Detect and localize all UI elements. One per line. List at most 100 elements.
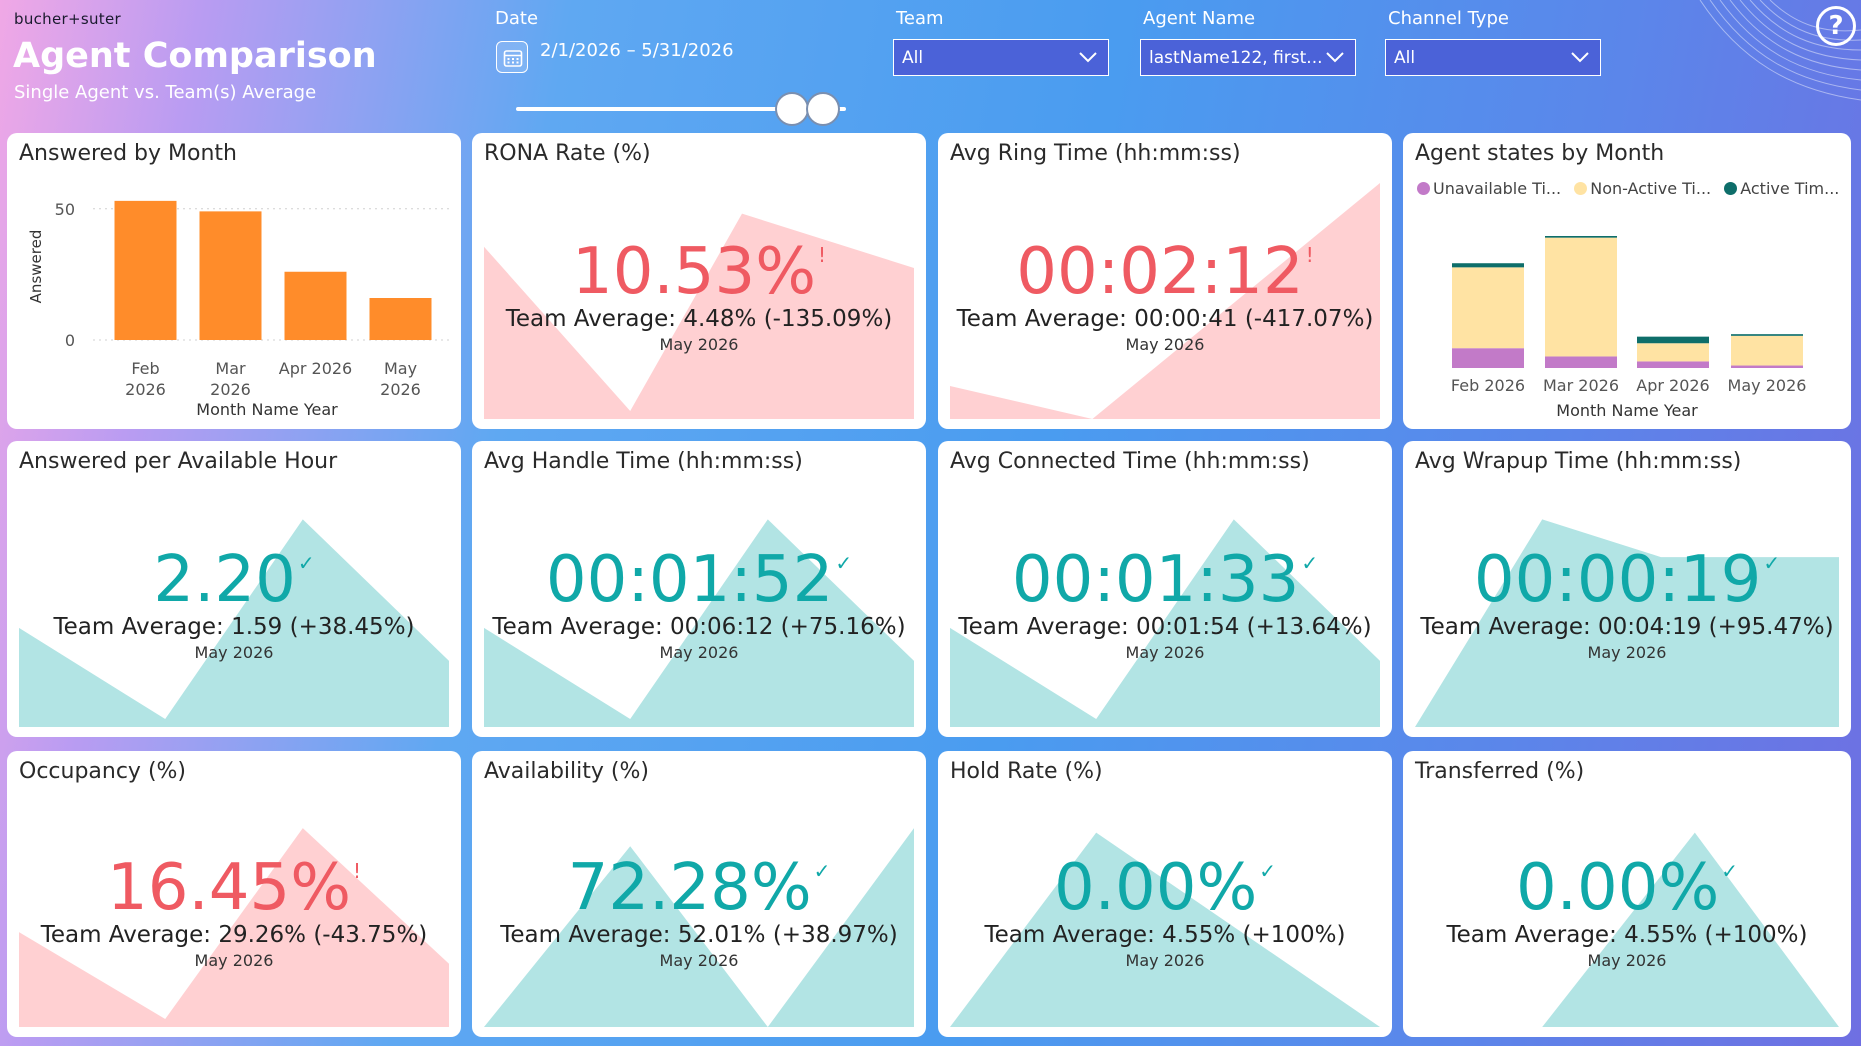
checkmark-icon: ✓ bbox=[1301, 551, 1319, 575]
warning-icon: ! bbox=[818, 243, 827, 267]
trend-area-segment bbox=[484, 519, 914, 727]
kpi-card-avg-ring-time: Avg Ring Time (hh:mm:ss) 00:02:12! Team … bbox=[938, 133, 1392, 429]
date-slider-track[interactable] bbox=[516, 107, 846, 111]
stacked-bar-segment[interactable] bbox=[1731, 335, 1803, 366]
kpi-card-rona-rate: RONA Rate (%) 10.53%! Team Average: 4.48… bbox=[472, 133, 926, 429]
legend-dot bbox=[1574, 182, 1588, 195]
team-filter-label: Team bbox=[896, 8, 944, 29]
y-tick-label: 0 bbox=[65, 331, 75, 350]
stacked-bar-segment[interactable] bbox=[1545, 236, 1617, 238]
help-icon[interactable]: ? bbox=[1816, 6, 1856, 46]
card-title: Agent states by Month bbox=[1415, 141, 1665, 166]
bar[interactable] bbox=[114, 200, 177, 340]
stacked-bar-segment[interactable] bbox=[1731, 334, 1803, 336]
warning-icon: ! bbox=[353, 859, 362, 883]
team-dropdown[interactable]: All bbox=[893, 39, 1109, 76]
calendar-icon[interactable] bbox=[496, 41, 528, 73]
channel-dropdown[interactable]: All bbox=[1385, 39, 1601, 76]
trend-area bbox=[19, 519, 449, 727]
trend-area bbox=[1415, 519, 1839, 727]
trend-area-segment bbox=[950, 385, 1093, 419]
stacked-bar-segment[interactable] bbox=[1637, 336, 1709, 344]
kpi-value-text: 0.00% bbox=[1515, 851, 1720, 925]
kpi-card-availability: Availability (%) 72.28% ✓ Team Average: 5… bbox=[472, 751, 926, 1037]
x-axis-label: Month Name Year bbox=[196, 400, 338, 419]
stacked-bar-segment[interactable] bbox=[1637, 343, 1709, 362]
period-label: May 2026 bbox=[659, 335, 739, 354]
date-range-value[interactable]: 2/1/2026 – 5/31/2026 bbox=[540, 40, 734, 61]
chevron-down-icon bbox=[1571, 52, 1589, 63]
chevron-down-icon bbox=[1079, 52, 1097, 63]
kpi-value: 00:01:33 ✓ bbox=[938, 543, 1392, 617]
kpi-value-text: 00:01:33 bbox=[1011, 543, 1300, 617]
stacked-bar-segment[interactable] bbox=[1731, 365, 1803, 368]
team-average: Team Average: 00:06:12 (+75.16%) bbox=[492, 614, 906, 640]
kpi-card-avg-wrapup-time: Avg Wrapup Time (hh:mm:ss) 00:00:19 ✓ Tea… bbox=[1403, 441, 1851, 737]
x-tick-label: 2026 bbox=[125, 380, 166, 399]
date-slider-start-handle[interactable] bbox=[775, 92, 809, 126]
stacked-bar-segment[interactable] bbox=[1452, 267, 1524, 349]
kpi-value-text: 00:00:19 bbox=[1473, 543, 1762, 617]
x-tick-label: 2026 bbox=[380, 380, 421, 399]
agent-dropdown-value: lastName122, first... bbox=[1149, 48, 1323, 68]
kpi-card-hold-rate: Hold Rate (%) 0.00% ✓ Team Average: 4.55%… bbox=[938, 751, 1392, 1037]
chevron-down-icon bbox=[1326, 52, 1344, 63]
card-title: Avg Ring Time (hh:mm:ss) bbox=[950, 141, 1241, 166]
bar[interactable] bbox=[369, 298, 432, 340]
card-title: Occupancy (%) bbox=[19, 759, 187, 784]
period-label: May 2026 bbox=[1587, 951, 1667, 970]
channel-filter-label: Channel Type bbox=[1388, 8, 1509, 29]
date-slider-end-handle[interactable] bbox=[806, 92, 840, 126]
stacked-bar-segment[interactable] bbox=[1452, 263, 1524, 268]
card-title: Hold Rate (%) bbox=[950, 759, 1103, 784]
kpi-value-text: 10.53% bbox=[571, 235, 816, 309]
page-title: Agent Comparison bbox=[13, 36, 377, 76]
x-tick-label: Apr 2026 bbox=[1636, 376, 1709, 395]
decorative-waves bbox=[1699, 0, 1861, 101]
x-tick-label: Mar bbox=[215, 359, 246, 378]
period-label: May 2026 bbox=[659, 643, 739, 662]
trend-area bbox=[19, 828, 449, 1027]
trend-area bbox=[484, 213, 914, 419]
trend-area bbox=[950, 519, 1380, 727]
card-title: Transferred (%) bbox=[1415, 759, 1585, 784]
legend-dot bbox=[1417, 182, 1430, 195]
x-tick-label: 2026 bbox=[210, 380, 251, 399]
period-label: May 2026 bbox=[1587, 643, 1667, 662]
legend-item-non-active[interactable]: Non-Active Ti... bbox=[1574, 179, 1711, 198]
period-label: May 2026 bbox=[194, 951, 274, 970]
legend-item-active[interactable]: Active Tim... bbox=[1724, 179, 1839, 198]
stacked-bar-segment[interactable] bbox=[1637, 361, 1709, 368]
y-axis-label: Answered bbox=[27, 230, 45, 304]
kpi-card-avg-handle-time: Avg Handle Time (hh:mm:ss) 00:01:52 ✓ Tea… bbox=[472, 441, 926, 737]
stacked-bar-segment[interactable] bbox=[1452, 348, 1524, 368]
team-average: Team Average: 52.01% (+38.97%) bbox=[500, 922, 898, 948]
agent-dropdown[interactable]: lastName122, first... bbox=[1140, 39, 1356, 76]
team-average: Team Average: 1.59 (+38.45%) bbox=[53, 614, 415, 640]
card-title: Avg Handle Time (hh:mm:ss) bbox=[484, 449, 803, 474]
date-filter-label: Date bbox=[495, 8, 539, 29]
answered-by-month-card: Answered by Month 0 50 Answered Feb 2026 Mar 2… bbox=[7, 133, 461, 429]
x-axis-label: Month Name Year bbox=[1556, 401, 1698, 420]
x-tick-label: Mar 2026 bbox=[1543, 376, 1619, 395]
trend-area bbox=[484, 828, 914, 1027]
bar[interactable] bbox=[199, 211, 262, 340]
kpi-value: 0.00% ✓ bbox=[938, 851, 1392, 925]
trend-area bbox=[484, 519, 914, 727]
page-subtitle: Single Agent vs. Team(s) Average bbox=[14, 82, 317, 103]
checkmark-icon: ✓ bbox=[1721, 859, 1739, 883]
checkmark-icon: ✓ bbox=[1259, 859, 1277, 883]
x-tick-label: Apr 2026 bbox=[279, 359, 352, 378]
kpi-card-avg-connected-time: Avg Connected Time (hh:mm:ss) 00:01:33 ✓ … bbox=[938, 441, 1392, 737]
agent-states-chart: Feb 2026 Mar 2026 Apr 2026 May 2026 Month Na… bbox=[1451, 236, 1806, 420]
bar[interactable] bbox=[284, 271, 347, 340]
trend-area-segment bbox=[1542, 832, 1839, 1027]
trend-area-segment bbox=[1415, 519, 1839, 727]
trend-area-segment bbox=[1092, 183, 1380, 419]
card-title: Avg Wrapup Time (hh:mm:ss) bbox=[1415, 449, 1742, 474]
stacked-bar-segment[interactable] bbox=[1545, 356, 1617, 368]
legend-item-unavailable[interactable]: Unavailable Ti... bbox=[1417, 179, 1561, 198]
card-title: Avg Connected Time (hh:mm:ss) bbox=[950, 449, 1310, 474]
channel-dropdown-value: All bbox=[1394, 48, 1416, 68]
stacked-bar-segment[interactable] bbox=[1545, 237, 1617, 357]
